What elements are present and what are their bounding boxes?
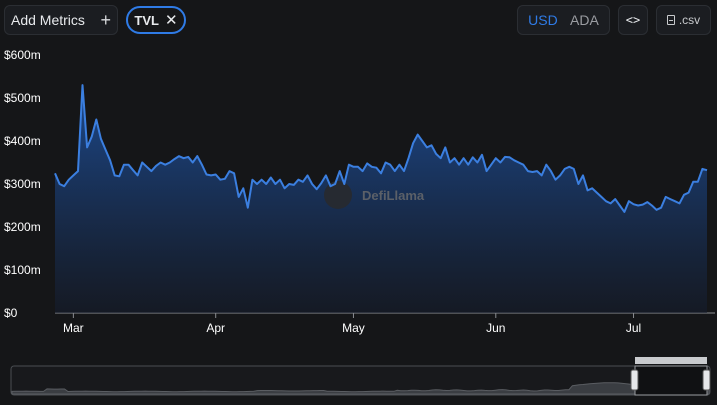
x-tick-label: Apr [206, 321, 225, 335]
x-tick-label: Jun [486, 321, 505, 335]
x-axis: Mar Apr May Jun Jul [55, 312, 715, 335]
tvl-series-line [54, 84, 708, 213]
add-metrics-label: Add Metrics [11, 12, 85, 28]
llama-logo-icon [324, 181, 352, 209]
brush-drag-bar[interactable] [635, 357, 707, 364]
metric-chip-tvl[interactable]: TVL ✕ [126, 6, 186, 34]
csv-label: .csv [678, 13, 701, 27]
brush-handle-left[interactable] [630, 369, 639, 391]
y-tick-label: $0 [4, 306, 18, 320]
watermark-text: DefiLlama [362, 188, 425, 203]
tvl-area-fill [55, 85, 707, 313]
x-tick-label: May [342, 321, 365, 335]
x-tick-label: Jul [626, 321, 641, 335]
y-axis: $0 $100m $200m $300m $400m $500m $600m [4, 48, 41, 320]
plus-icon: + [100, 10, 111, 30]
tvl-chart: $0$100m$200m$300m$400m$500m$600m Mar Apr M… [4, 48, 715, 396]
y-tick-label: $600m [4, 48, 41, 62]
code-icon: <> [625, 13, 641, 27]
range-brush[interactable] [10, 357, 711, 396]
defillama-watermark: DefiLlama [324, 181, 425, 209]
currency-ada-option[interactable]: ADA [570, 12, 599, 28]
y-tick-label: $300m [4, 177, 41, 191]
brush-selection[interactable] [634, 365, 708, 396]
y-tick-label: $400m [4, 134, 41, 148]
metric-chip-label: TVL [134, 12, 159, 28]
currency-usd-option[interactable]: USD [528, 12, 558, 28]
chart-toolbar: Add Metrics + TVL ✕ USD ADA <> .csv [0, 0, 717, 42]
add-metrics-button[interactable]: Add Metrics + [4, 5, 118, 35]
file-icon [666, 15, 675, 25]
download-csv-button[interactable]: .csv [656, 5, 711, 35]
x-tick-label: Mar [63, 321, 84, 335]
y-tick-label: $500m [4, 91, 41, 105]
brush-mini-area [11, 381, 710, 395]
y-tick-label: $200m [4, 220, 41, 234]
close-icon[interactable]: ✕ [164, 12, 178, 29]
currency-toggle: USD ADA [517, 5, 610, 35]
embed-code-button[interactable]: <> [618, 5, 648, 35]
brush-handle-right[interactable] [702, 369, 711, 391]
y-tick-label: $100m [4, 263, 41, 277]
